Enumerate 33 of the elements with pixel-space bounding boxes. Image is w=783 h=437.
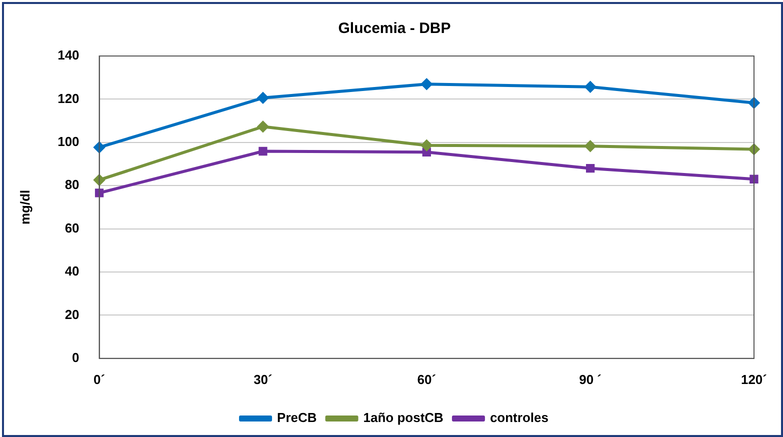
point: [94, 174, 105, 186]
y-tick-label: 80: [64, 177, 80, 192]
x-tick-label: 90 ´: [579, 372, 602, 387]
point: [258, 146, 268, 156]
y-tick-label: 20: [64, 306, 80, 322]
point: [94, 188, 104, 198]
legend-label: 1año postCB: [363, 410, 444, 426]
y-axis-title: mg/dl: [17, 190, 32, 225]
legend-label: controles: [490, 410, 548, 426]
y-tick-label: 60: [64, 220, 80, 236]
y-tick-label: 0: [72, 350, 80, 365]
x-tick-label: 120´: [740, 372, 768, 387]
point: [421, 78, 432, 90]
x-tick-label: 60´: [417, 372, 436, 387]
point: [257, 92, 268, 104]
chart-title: Glucemia - DBP: [338, 20, 451, 38]
point: [586, 164, 595, 173]
y-tick-label: 120: [58, 90, 80, 106]
point: [748, 144, 760, 155]
point: [94, 142, 105, 153]
point: [422, 148, 431, 156]
y-tick-label: 140: [58, 48, 80, 63]
point: [584, 140, 596, 152]
point: [257, 121, 268, 132]
legend-label: PreCB: [277, 410, 317, 426]
point: [748, 97, 760, 108]
x-tick-label: 30´: [254, 372, 272, 387]
y-tick-label: 40: [64, 264, 80, 279]
x-tick-label: 0´: [94, 372, 106, 387]
y-tick-label: 100: [58, 134, 80, 149]
point: [750, 174, 758, 184]
point: [584, 81, 596, 92]
point: [421, 140, 432, 151]
